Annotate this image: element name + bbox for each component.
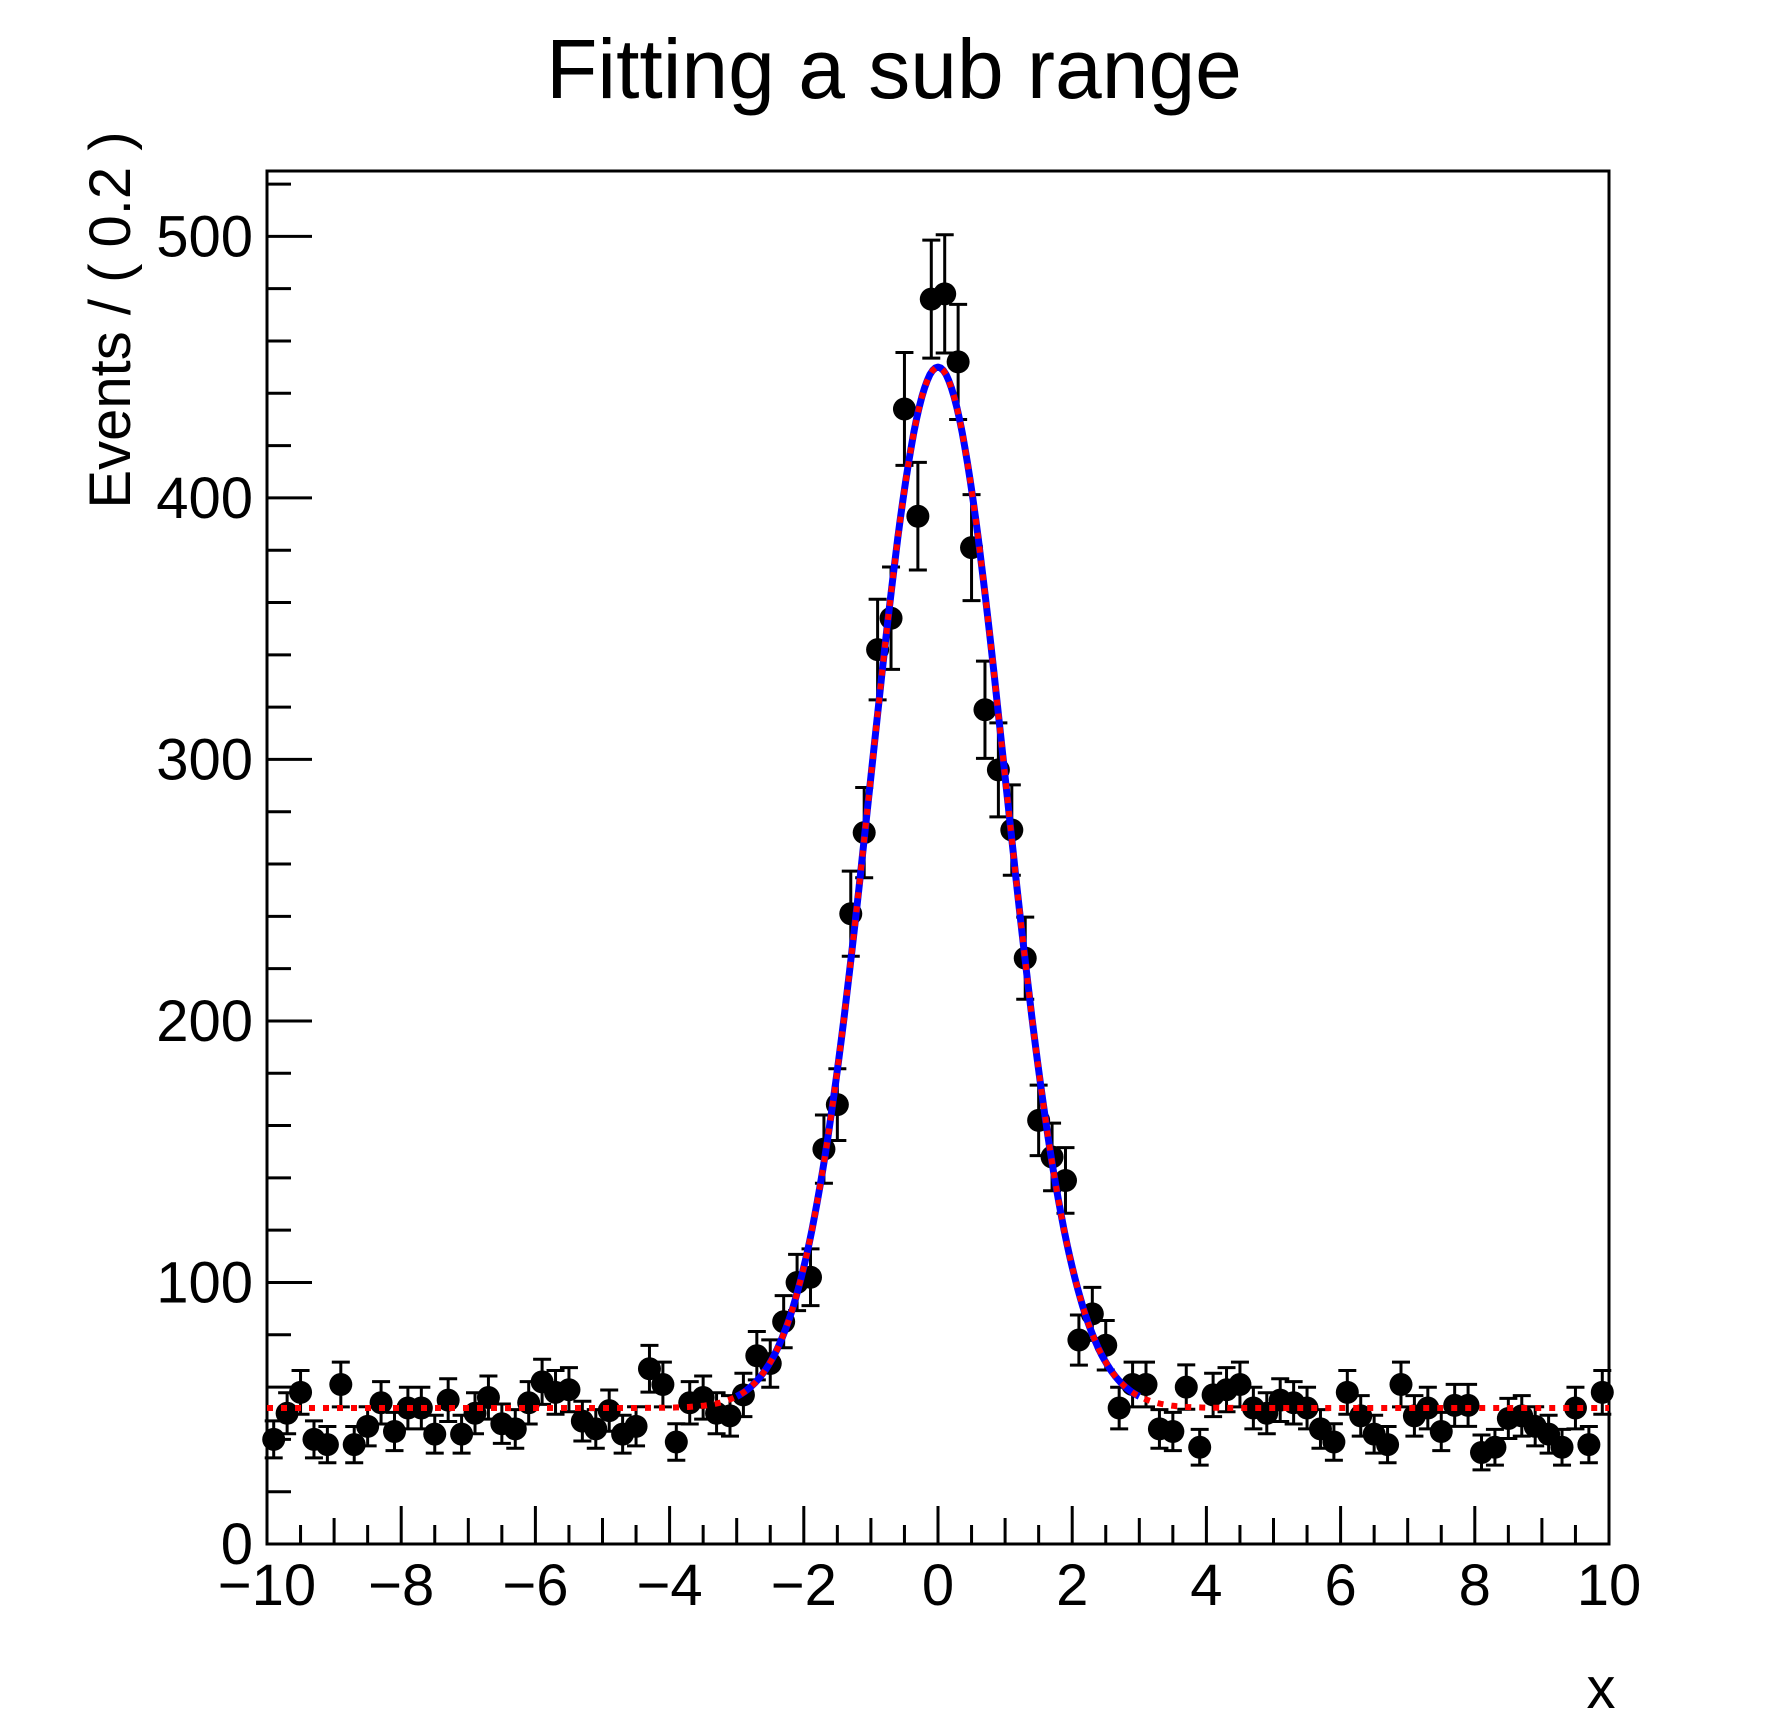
x-tick-label: −10	[218, 1553, 316, 1618]
axis-ticks	[265, 182, 1611, 1546]
data-point	[369, 1391, 393, 1415]
data-point	[476, 1386, 500, 1410]
fit-curves	[267, 363, 1609, 1411]
data-point	[1188, 1435, 1212, 1459]
data-point	[382, 1420, 406, 1444]
x-tick-label: 8	[1459, 1553, 1491, 1618]
data-point	[342, 1433, 366, 1457]
data-point	[557, 1378, 581, 1402]
data-point	[946, 350, 970, 374]
y-axis-title: Events / ( 0.2 )	[78, 131, 143, 508]
data-point	[1376, 1433, 1400, 1457]
data-point	[892, 397, 916, 421]
data-point	[450, 1422, 474, 1446]
data-point	[664, 1430, 688, 1454]
data-point	[1335, 1380, 1359, 1404]
data-point	[1228, 1372, 1252, 1396]
x-tick-label: 4	[1190, 1553, 1222, 1618]
y-tick-label: 100	[156, 1250, 253, 1315]
x-tick-label: 2	[1056, 1553, 1088, 1618]
data-point	[637, 1357, 661, 1381]
data-point	[423, 1422, 447, 1446]
data-point	[973, 698, 997, 722]
x-tick-label: 0	[922, 1553, 954, 1618]
x-tick-label: −4	[637, 1553, 703, 1618]
data-point	[1161, 1420, 1185, 1444]
data-point	[691, 1386, 715, 1410]
data-point	[1563, 1396, 1587, 1420]
data-point	[718, 1404, 742, 1428]
chart-title: Fitting a sub range	[546, 22, 1242, 116]
y-tick-label: 500	[156, 204, 253, 269]
data-point	[1590, 1380, 1614, 1404]
x-tick-label: 10	[1577, 1553, 1642, 1618]
data-point	[906, 504, 930, 528]
x-tick-label: −8	[368, 1553, 434, 1618]
data-point	[1174, 1375, 1198, 1399]
data-point	[933, 282, 957, 306]
data-point	[289, 1380, 313, 1404]
tick-marks	[265, 182, 1611, 1546]
x-tick-label: 6	[1324, 1553, 1356, 1618]
full-range-fit-curve	[267, 363, 1609, 1411]
data-point	[1295, 1396, 1319, 1420]
data-point	[1550, 1435, 1574, 1459]
data-point	[315, 1433, 339, 1457]
y-tick-label: 200	[156, 989, 253, 1054]
data-point	[262, 1427, 286, 1451]
data-point	[1067, 1328, 1091, 1352]
x-axis-title: x	[1587, 1656, 1616, 1716]
y-tick-label: 300	[156, 727, 253, 792]
data-point	[1107, 1396, 1131, 1420]
x-tick-label: −6	[502, 1553, 568, 1618]
data-point	[356, 1414, 380, 1438]
data-point	[651, 1372, 675, 1396]
data-point	[1322, 1430, 1346, 1454]
data-point	[1577, 1433, 1601, 1457]
y-tick-label: 0	[221, 1512, 253, 1577]
x-tick-label: −2	[771, 1553, 837, 1618]
data-point	[329, 1372, 353, 1396]
data-point	[1134, 1372, 1158, 1396]
data-point	[597, 1399, 621, 1423]
y-tick-label: 400	[156, 466, 253, 531]
data-point	[1483, 1435, 1507, 1459]
data-point	[1429, 1420, 1453, 1444]
data-point	[1053, 1168, 1077, 1192]
data-point	[584, 1417, 608, 1441]
data-point	[503, 1417, 527, 1441]
data-point	[1389, 1372, 1413, 1396]
data-point	[624, 1414, 648, 1438]
